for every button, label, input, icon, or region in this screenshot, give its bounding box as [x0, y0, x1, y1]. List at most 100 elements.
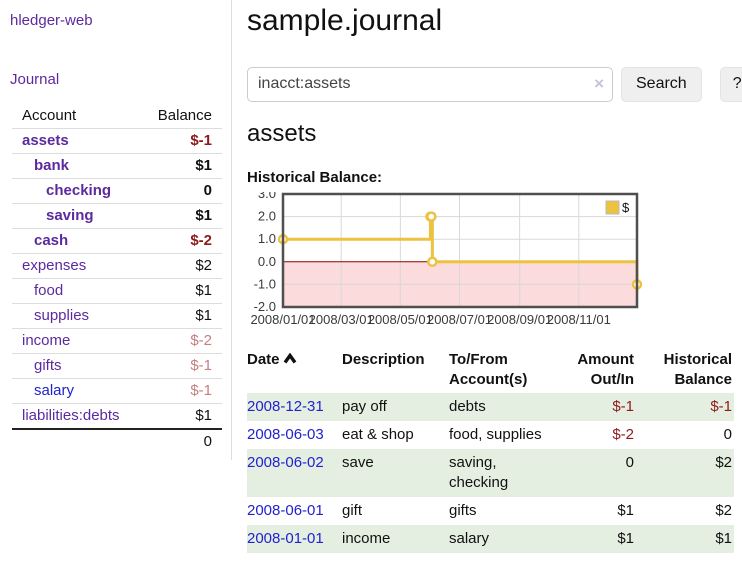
account-balance: $-2 — [136, 228, 222, 254]
svg-text:$: $ — [622, 200, 630, 215]
search-button[interactable]: Search — [621, 66, 702, 102]
register-col-accounts: To/From Account(s) — [449, 350, 528, 388]
transaction-amount: $1 — [561, 524, 642, 553]
chart-title: Historical Balance: — [247, 168, 383, 186]
transaction-date-link[interactable]: 2008-06-01 — [247, 501, 324, 519]
transaction-description: eat & shop — [342, 425, 414, 443]
svg-text:-2.0: -2.0 — [254, 299, 276, 314]
account-link[interactable]: gifts — [34, 357, 62, 374]
accounts-col-balance: Balance — [136, 104, 222, 129]
account-link[interactable]: income — [22, 332, 71, 349]
register-row: 2008-06-03 eat & shop food, supplies $-2… — [247, 421, 734, 449]
register-row: 2008-01-01 income salary $1 $1 — [247, 524, 734, 553]
transaction-amount: $1 — [617, 501, 634, 519]
register-col-date[interactable]: Date — [247, 348, 342, 393]
transaction-amount: $-1 — [561, 392, 642, 421]
svg-text:2008/07/01: 2008/07/01 — [427, 312, 492, 327]
accounts-header-row: Account Balance — [12, 104, 222, 129]
register-table: Date Description To/From Account(s) Amou… — [247, 348, 734, 553]
account-link[interactable]: assets — [22, 132, 69, 149]
svg-text:2008/03/01: 2008/03/01 — [309, 312, 374, 327]
account-row: gifts $-1 — [12, 353, 222, 379]
register-col-balance: Historical Balance — [663, 350, 732, 388]
account-row: bank $1 — [12, 153, 222, 179]
transaction-balance: $2 — [715, 501, 732, 519]
register-row: 2008-06-02 save saving, checking 0 $2 — [247, 448, 734, 497]
account-row: supplies $1 — [12, 303, 222, 329]
account-row: salary $-1 — [12, 378, 222, 404]
search-input[interactable] — [247, 66, 613, 102]
account-balance: $1 — [136, 203, 222, 229]
account-row: cash $-2 — [12, 228, 222, 254]
svg-text:-1.0: -1.0 — [254, 276, 276, 291]
chart-svg: $3.0 2.0 1.0 0.0 -1.0 -2.02008/01/012008/03/0… — [250, 192, 643, 327]
account-link[interactable]: supplies — [34, 307, 90, 324]
register-row: 2008-06-01 gift gifts $1 $2 — [247, 497, 734, 525]
transaction-accounts: debts — [449, 392, 561, 421]
register-header-row: Date Description To/From Account(s) Amou… — [247, 348, 734, 393]
svg-text:2008/09/01: 2008/09/01 — [487, 312, 552, 327]
account-link[interactable]: salary — [34, 382, 75, 399]
transaction-balance: $1 — [642, 524, 734, 553]
account-row: liabilities:debts $1 — [12, 403, 222, 430]
sidebar-item-journal[interactable]: Journal — [10, 71, 60, 88]
svg-text:2008/05/01: 2008/05/01 — [368, 312, 433, 327]
accounts-total-value: 0 — [136, 428, 222, 454]
transaction-accounts: gifts — [449, 501, 477, 519]
transaction-date-link[interactable]: 2008-06-02 — [247, 453, 324, 471]
svg-text:0.0: 0.0 — [258, 253, 276, 268]
accounts-total-row: 0 — [12, 428, 222, 454]
transaction-description: save — [342, 448, 449, 497]
clear-search-icon[interactable]: × — [594, 73, 604, 93]
account-row: food $1 — [12, 278, 222, 304]
sidebar: hledger-web Journal Account Balance asse… — [0, 0, 232, 460]
main-content: sample.journal × Search ? assets Histori… — [232, 0, 742, 553]
transaction-description: gift — [342, 501, 363, 519]
register-col-amount: Amount Out/In — [577, 350, 634, 388]
svg-text:2008/11/01: 2008/11/01 — [547, 312, 611, 327]
account-link[interactable]: liabilities:debts — [22, 407, 120, 424]
account-balance: $1 — [136, 278, 222, 304]
account-balance: $1 — [136, 303, 222, 329]
account-row: assets $-1 — [12, 128, 222, 154]
accounts-col-account: Account — [12, 104, 137, 129]
sort-ascending-icon — [283, 352, 296, 363]
account-link[interactable]: checking — [46, 182, 112, 199]
transaction-date-link[interactable]: 2008-06-03 — [247, 425, 324, 443]
help-button[interactable]: ? — [719, 66, 742, 102]
transaction-accounts: salary — [449, 524, 561, 553]
historical-balance-chart: $3.0 2.0 1.0 0.0 -1.0 -2.0 2008/01/01 2008/03/0… — [247, 192, 742, 332]
account-balance: $-1 — [136, 353, 222, 379]
account-balance: $2 — [136, 253, 222, 279]
register-col-description: Description — [342, 350, 425, 368]
register-col-date-label: Date — [247, 350, 280, 368]
accounts-table: Account Balance assets $-1 bank — [12, 104, 222, 454]
account-link[interactable]: expenses — [22, 257, 87, 274]
account-link[interactable]: bank — [34, 157, 70, 174]
account-balance: $1 — [136, 403, 222, 430]
account-balance: 0 — [136, 178, 222, 204]
page-title: sample.journal — [247, 4, 443, 37]
transaction-balance: $-1 — [642, 392, 734, 421]
account-balance: $-1 — [136, 378, 222, 404]
search-form: × Search ? — [247, 66, 742, 102]
account-link[interactable]: cash — [34, 232, 69, 249]
brand-link[interactable]: hledger-web — [10, 12, 93, 29]
transaction-balance: $2 — [642, 448, 734, 497]
account-balance: $1 — [136, 153, 222, 179]
account-link[interactable]: saving — [46, 207, 94, 224]
svg-text:2008/01/01: 2008/01/01 — [250, 312, 315, 327]
svg-text:3.0: 3.0 — [258, 192, 276, 201]
transaction-description: pay off — [342, 392, 449, 421]
account-row: saving $1 — [12, 203, 222, 229]
transaction-accounts: saving, checking — [449, 448, 561, 497]
transaction-balance: 0 — [723, 425, 732, 443]
account-link[interactable]: food — [34, 282, 64, 299]
transaction-date-link[interactable]: 2008-12-31 — [247, 397, 324, 415]
account-balance: $-1 — [136, 128, 222, 154]
account-row: expenses $2 — [12, 253, 222, 279]
transaction-amount: $-2 — [612, 425, 634, 443]
transaction-date-link[interactable]: 2008-01-01 — [247, 529, 324, 547]
svg-text:2.0: 2.0 — [258, 208, 276, 223]
